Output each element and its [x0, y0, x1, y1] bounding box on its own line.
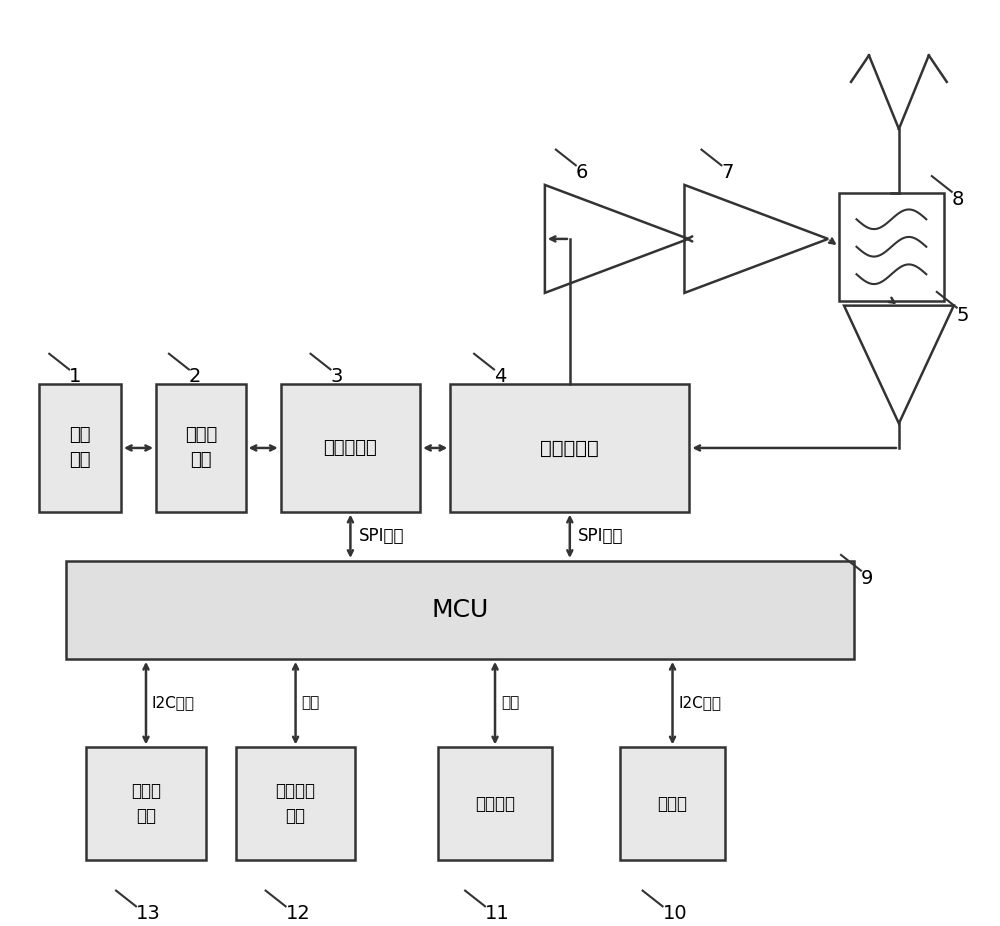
- Text: 北斗定位
模块: 北斗定位 模块: [276, 782, 316, 825]
- Text: 9: 9: [861, 569, 873, 588]
- Bar: [438, 747, 552, 860]
- Text: 音频处理器: 音频处理器: [324, 439, 377, 457]
- Text: 串口: 串口: [501, 695, 519, 710]
- Text: 串口: 串口: [302, 695, 320, 710]
- Bar: [66, 561, 854, 659]
- Text: 11: 11: [485, 905, 510, 923]
- Text: I2C总线: I2C总线: [152, 695, 195, 710]
- Text: 12: 12: [286, 905, 310, 923]
- Bar: [620, 747, 725, 860]
- Bar: [156, 384, 246, 512]
- Text: 8: 8: [952, 190, 964, 209]
- Text: 13: 13: [136, 905, 161, 923]
- Text: 3: 3: [330, 368, 343, 386]
- Text: 调制解调器: 调制解调器: [540, 438, 599, 457]
- Text: 蓝牙模块: 蓝牙模块: [475, 795, 515, 813]
- Text: I2C总线: I2C总线: [679, 695, 722, 710]
- Text: 微惯导
模块: 微惯导 模块: [131, 782, 161, 825]
- Bar: [39, 384, 121, 512]
- Text: 1: 1: [69, 368, 82, 386]
- Text: SPI总线: SPI总线: [358, 527, 404, 545]
- Text: SPI总线: SPI总线: [578, 527, 623, 545]
- Text: 10: 10: [663, 905, 687, 923]
- Text: 2: 2: [189, 368, 201, 386]
- Text: 7: 7: [721, 163, 734, 182]
- Text: 4: 4: [494, 368, 506, 386]
- Bar: [236, 747, 355, 860]
- Bar: [281, 384, 420, 512]
- Text: 5: 5: [957, 306, 969, 325]
- Text: MCU: MCU: [431, 598, 489, 622]
- Text: 送受
话器: 送受 话器: [69, 427, 91, 469]
- Text: 音频放
大器: 音频放 大器: [185, 427, 217, 469]
- Bar: [86, 747, 206, 860]
- Text: 气压计: 气压计: [658, 795, 688, 813]
- Text: 6: 6: [576, 163, 588, 182]
- Bar: [839, 193, 944, 301]
- Bar: [450, 384, 689, 512]
